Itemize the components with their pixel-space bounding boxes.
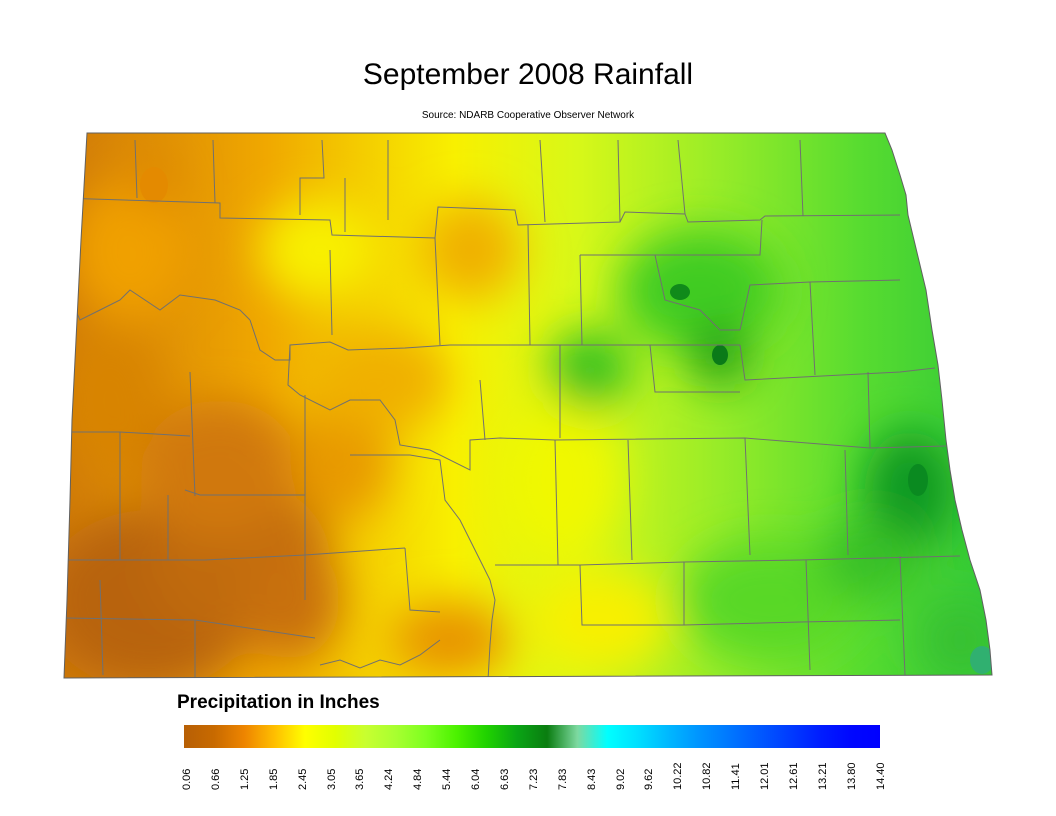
map-subtitle: Source: NDARB Cooperative Observer Netwo…: [421, 110, 635, 121]
legend-tick-label: 7.23: [527, 768, 540, 790]
legend-tick-label: 10.22: [672, 762, 685, 790]
legend-tick-label: 13.21: [816, 762, 829, 790]
legend-tick-label: 1.85: [267, 768, 280, 790]
legend-tick-label: 0.06: [181, 768, 193, 790]
legend-tick-label: 13.80: [845, 762, 858, 790]
legend-color-bar: [184, 725, 880, 748]
legend-tick-label: 6.63: [498, 768, 511, 790]
legend-ticks: 0.06 0.66 1.25 1.85 2.45 3.05 3.65 4.24 4.84 5.44…: [0, 750, 1056, 810]
legend-tick-label: 3.05: [325, 768, 338, 790]
legend-tick-label: 6.04: [470, 768, 482, 790]
legend-tick-label: 11.41: [730, 763, 743, 790]
legend-tick-label: 4.84: [412, 768, 425, 790]
legend-tick-label: 12.61: [787, 762, 800, 790]
legend-tick-label: 12.01: [759, 762, 771, 790]
legend-tick-label: 9.02: [614, 768, 627, 790]
legend-tick-label: 8.43: [585, 768, 598, 790]
legend-tick-label: 5.44: [441, 768, 454, 790]
legend-tick-label: 7.83: [556, 768, 569, 790]
legend-title: Precipitation in Inches: [177, 692, 380, 713]
map-title: September 2008 Rainfall: [362, 58, 694, 91]
legend-tick-label: 4.24: [383, 768, 396, 790]
precipitation-map: [63, 132, 993, 679]
legend-tick-label: 9.62: [643, 768, 656, 790]
legend-tick-label: 3.65: [354, 768, 367, 790]
legend-tick-label: 2.45: [296, 768, 309, 790]
legend-tick-label: 14.40: [874, 762, 887, 790]
legend-tick-label: 10.82: [701, 762, 714, 790]
legend-tick-label: 0.66: [209, 768, 222, 790]
legend-gradient: [184, 725, 880, 748]
legend-tick-label: 1.25: [238, 768, 251, 790]
